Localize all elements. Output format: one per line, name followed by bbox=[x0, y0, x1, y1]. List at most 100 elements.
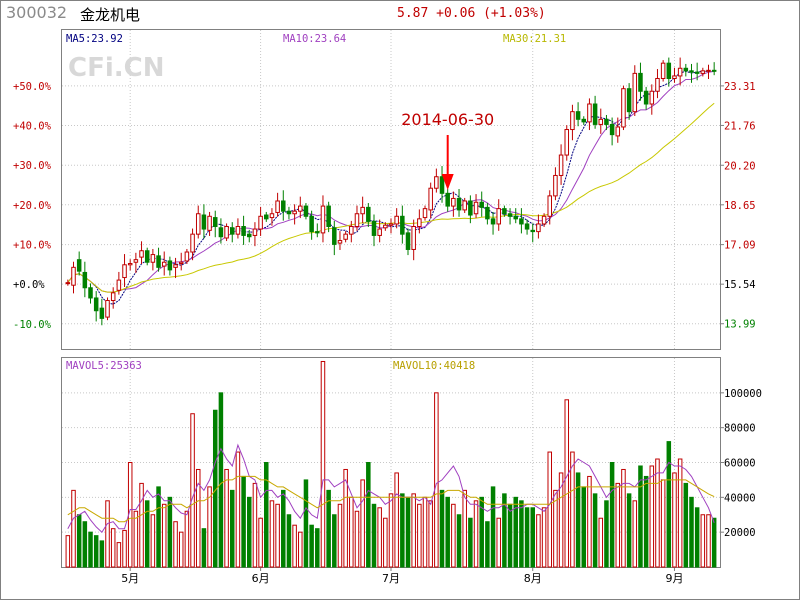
x-tick-label: 7月 bbox=[382, 572, 400, 585]
volume-bar bbox=[638, 465, 643, 568]
candle bbox=[286, 206, 292, 220]
candle bbox=[626, 83, 632, 120]
volume-tick-label: 20000 bbox=[724, 527, 756, 539]
volume-bar bbox=[150, 514, 156, 568]
candle-body bbox=[524, 223, 530, 230]
volume-bar bbox=[626, 493, 632, 568]
candle bbox=[144, 247, 150, 266]
candle-body bbox=[258, 215, 263, 230]
moving-average-lines bbox=[67, 70, 715, 305]
volume-bar bbox=[224, 468, 229, 568]
candle-body bbox=[93, 297, 99, 312]
candle bbox=[65, 279, 71, 286]
candle bbox=[122, 254, 127, 287]
volume-bar-series bbox=[65, 360, 717, 568]
volume-bar bbox=[598, 517, 604, 568]
candle-body bbox=[150, 254, 156, 263]
volume-bar bbox=[247, 496, 252, 568]
volume-bar bbox=[201, 528, 207, 568]
candle bbox=[309, 210, 314, 240]
mavol5-line bbox=[67, 443, 715, 533]
candle-body bbox=[700, 70, 706, 74]
volume-bar bbox=[519, 500, 524, 568]
candle bbox=[269, 208, 275, 226]
candle-body bbox=[156, 255, 161, 268]
volume-bar bbox=[309, 524, 314, 568]
volume-bar bbox=[490, 486, 496, 568]
volume-bar bbox=[144, 500, 150, 568]
candle-body bbox=[349, 226, 354, 235]
volume-bar bbox=[139, 482, 144, 568]
volume-bar bbox=[643, 475, 649, 568]
volume-bar bbox=[161, 503, 167, 568]
volume-bar bbox=[507, 503, 513, 568]
candle bbox=[456, 188, 462, 217]
quote-change-pct: (+1.03%) bbox=[483, 6, 546, 21]
volume-bar bbox=[337, 503, 343, 568]
candle-body bbox=[689, 70, 694, 73]
candle-body bbox=[394, 215, 399, 225]
candle bbox=[496, 199, 501, 231]
candle bbox=[218, 218, 224, 244]
volume-bar bbox=[76, 514, 82, 568]
candle-body bbox=[660, 62, 666, 79]
volume-bar bbox=[547, 451, 553, 568]
volume-bar bbox=[156, 486, 161, 568]
candle bbox=[711, 62, 717, 76]
volume-bar bbox=[105, 500, 110, 568]
candle-body bbox=[161, 261, 167, 267]
candle-body bbox=[604, 118, 609, 125]
candle-body bbox=[139, 250, 144, 258]
candle-body bbox=[547, 195, 553, 217]
candlestick-series bbox=[65, 57, 717, 326]
candle-body bbox=[485, 206, 490, 220]
candle bbox=[258, 206, 263, 236]
volume-bar bbox=[258, 517, 263, 568]
candle bbox=[229, 222, 235, 243]
right-axis-ticks: 23.31 21.76 20.20 18.65 17.09 15.54 13.99 bbox=[720, 81, 756, 331]
volume-bar bbox=[524, 507, 530, 568]
volume-bar bbox=[218, 392, 224, 568]
candle-body bbox=[473, 201, 479, 215]
right-tick-label: 23.31 bbox=[724, 81, 756, 93]
left-axis-ticks: +50.0% +40.0% +30.0% +20.0% +10.0% +0.0% -10.0… bbox=[13, 81, 52, 331]
volume-bar bbox=[694, 507, 700, 568]
volume-bar bbox=[315, 528, 320, 568]
volume-tick-label: 100000 bbox=[724, 388, 762, 400]
volume-bar bbox=[609, 462, 615, 568]
volume-bar bbox=[592, 493, 598, 568]
candle-body bbox=[683, 67, 689, 72]
volume-bar bbox=[632, 500, 638, 568]
candle-body bbox=[417, 218, 422, 228]
candle-body bbox=[212, 217, 218, 228]
x-tick-label: 6月 bbox=[252, 572, 270, 585]
candle-body bbox=[377, 228, 382, 236]
volume-bar bbox=[377, 507, 382, 568]
right-tick-label: 17.09 bbox=[724, 240, 756, 252]
volume-bar bbox=[178, 531, 184, 568]
candle-body bbox=[320, 205, 326, 234]
candle-body bbox=[581, 118, 587, 123]
stock-code: 300032 bbox=[6, 3, 68, 22]
candle bbox=[99, 298, 105, 326]
volume-bar bbox=[587, 475, 592, 568]
candle bbox=[349, 220, 354, 243]
volume-bar bbox=[462, 489, 467, 568]
candle-body bbox=[587, 103, 592, 123]
volume-bar bbox=[264, 462, 269, 568]
candle bbox=[252, 222, 258, 247]
volume-bar bbox=[428, 500, 433, 568]
candle bbox=[275, 192, 280, 217]
volume-average-lines bbox=[67, 443, 715, 533]
candle bbox=[139, 241, 144, 265]
candle bbox=[366, 203, 371, 228]
candle bbox=[212, 210, 218, 238]
candle bbox=[660, 60, 666, 82]
left-tick-label: +10.0% bbox=[13, 240, 52, 252]
volume-bar bbox=[275, 503, 280, 568]
volume-bar bbox=[394, 472, 399, 568]
volume-bar bbox=[82, 521, 88, 568]
candle bbox=[558, 144, 564, 185]
candle-body bbox=[281, 200, 286, 212]
candle bbox=[292, 204, 297, 225]
